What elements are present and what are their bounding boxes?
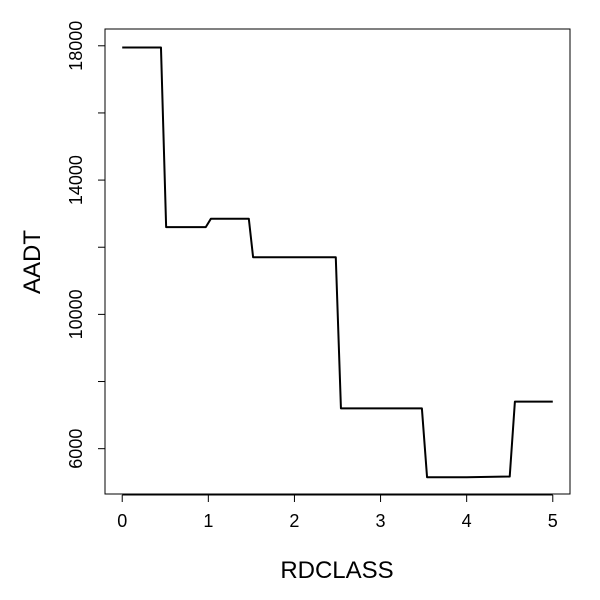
x-axis-title: RDCLASS	[280, 557, 393, 584]
y-axis: 6000 10000 14000 18000	[66, 21, 106, 469]
y-tick-label: 18000	[66, 21, 86, 71]
x-tick-label: 4	[462, 511, 472, 531]
x-tick-label: 0	[117, 511, 127, 531]
series-line	[122, 46, 553, 479]
x-tick-label: 3	[376, 511, 386, 531]
y-axis-title: AADT	[19, 230, 46, 294]
series-layer	[122, 46, 553, 479]
x-tick-label: 1	[203, 511, 213, 531]
x-tick-label: 2	[289, 511, 299, 531]
x-axis: 0 1 2 3 4 5	[117, 494, 558, 531]
y-tick-label: 14000	[66, 155, 86, 205]
y-tick-label: 10000	[66, 289, 86, 339]
plot-area-frame	[104, 28, 571, 495]
x-tick-label: 5	[548, 511, 558, 531]
y-tick-label: 6000	[66, 429, 86, 469]
